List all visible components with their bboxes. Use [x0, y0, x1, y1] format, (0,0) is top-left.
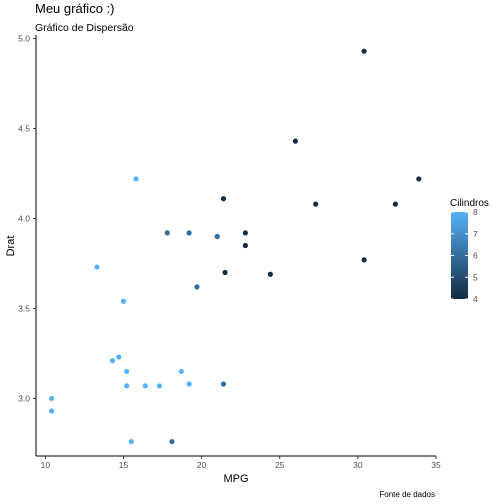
data-point	[116, 354, 122, 360]
y-tick-label: 4.0	[18, 214, 30, 224]
y-tick-label: 4.5	[18, 124, 30, 134]
chart-subtitle: Gráfico de Dispersão	[35, 22, 134, 34]
y-tick-label: 3.5	[18, 303, 30, 313]
data-point	[220, 381, 227, 387]
data-point	[194, 284, 200, 290]
data-point	[361, 48, 367, 54]
data-point	[128, 439, 134, 445]
data-point	[124, 383, 130, 389]
colorbar	[451, 212, 468, 299]
data-point	[416, 176, 422, 182]
legend-tick-label: 8	[473, 207, 478, 217]
legend-tick-label: 4	[473, 294, 478, 304]
legend-ticks: 4 5 6 7 8	[451, 207, 478, 304]
x-tick-label: 30	[353, 460, 363, 470]
data-point	[49, 408, 55, 414]
data-point	[49, 395, 55, 402]
data-point	[392, 201, 398, 207]
data-point	[178, 368, 184, 375]
legend-tick-label: 6	[473, 251, 478, 261]
data-point	[220, 196, 227, 202]
x-ticks: 10 15 20 25 30 35	[41, 456, 441, 470]
data-point	[94, 264, 100, 270]
y-axis-title: Drat	[5, 236, 17, 257]
data-point	[242, 230, 248, 236]
data-point	[142, 383, 148, 389]
y-ticks: 3.0 3.5 4.0 4.5 5.0	[18, 34, 36, 403]
data-point	[156, 383, 163, 389]
data-point	[222, 269, 228, 276]
legend-tick-label: 7	[473, 229, 478, 239]
data-points	[49, 48, 422, 445]
data-point	[313, 201, 319, 207]
data-point	[124, 368, 130, 375]
data-point	[292, 138, 298, 144]
x-tick-label: 10	[41, 460, 51, 470]
y-tick-label: 5.0	[18, 34, 30, 44]
data-point	[164, 230, 170, 236]
data-point	[361, 257, 367, 263]
x-tick-label: 15	[119, 460, 129, 470]
y-tick-label: 3.0	[18, 393, 30, 403]
x-tick-label: 35	[431, 460, 441, 470]
data-point	[214, 233, 220, 240]
x-axis-title: MPG	[223, 473, 248, 485]
chart-caption: Fonte de dados	[379, 490, 435, 499]
data-point	[242, 242, 248, 249]
data-point	[186, 381, 192, 387]
legend-title: Cilindros	[450, 198, 489, 209]
color-legend: Cilindros 4 5 6 7 8	[450, 198, 489, 304]
data-point	[120, 298, 127, 304]
x-tick-label: 20	[197, 460, 207, 470]
data-point	[267, 271, 273, 277]
x-tick-label: 25	[275, 460, 285, 470]
data-point	[186, 230, 192, 236]
data-point	[169, 439, 175, 445]
data-point	[133, 176, 139, 182]
data-point	[109, 358, 116, 364]
plot-area: 10 15 20 25 30 35 3.0 3.5 4.0 4.5 5.0	[18, 34, 441, 470]
legend-tick-label: 5	[473, 272, 478, 282]
chart-title: Meu gráfico :)	[35, 1, 114, 16]
